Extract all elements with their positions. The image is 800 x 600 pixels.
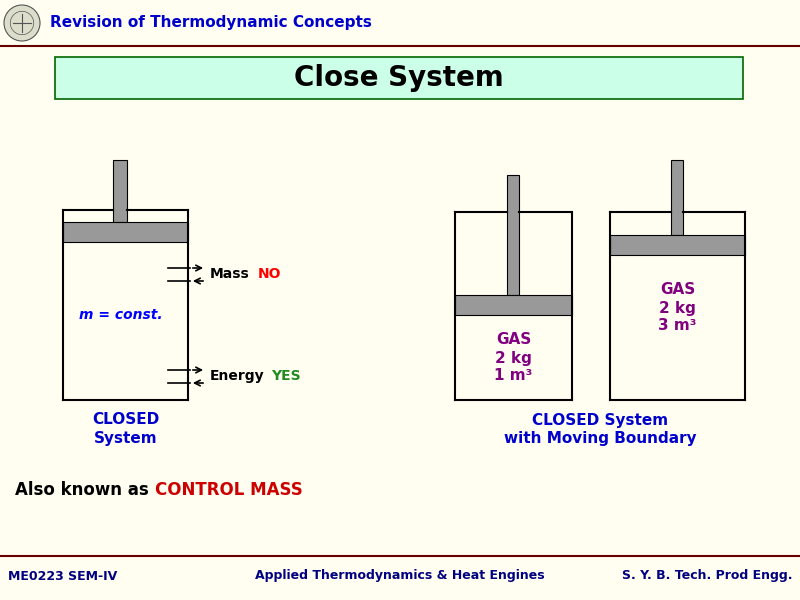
Text: ME0223 SEM-IV: ME0223 SEM-IV [8,569,118,583]
Text: Mass: Mass [210,267,250,281]
Bar [671,160,683,235]
Text: 3 m³: 3 m³ [658,319,697,334]
Text: GAS: GAS [496,332,531,347]
Bar [63,222,188,242]
Bar [455,295,572,315]
Bar [55,57,743,99]
Bar [610,235,745,255]
Text: CONTROL MASS: CONTROL MASS [155,481,302,499]
Text: Applied Thermodynamics & Heat Engines: Applied Thermodynamics & Heat Engines [255,569,545,583]
Text: 2 kg: 2 kg [659,301,696,316]
Text: 1 m³: 1 m³ [494,368,533,383]
Text: Energy: Energy [210,369,265,383]
Text: m = const.: m = const. [78,308,162,322]
Text: Close System: Close System [294,64,504,92]
Bar [507,175,519,295]
Text: with Moving Boundary: with Moving Boundary [504,431,696,445]
Text: GAS: GAS [660,283,695,298]
Text: CLOSED System: CLOSED System [532,413,668,427]
Circle shape [4,5,40,41]
Text: CLOSED: CLOSED [92,413,159,427]
Text: System: System [94,431,158,445]
Text: 2 kg: 2 kg [495,350,532,365]
Text: NO: NO [258,267,282,281]
Text: Also known as: Also known as [15,481,149,499]
Bar [113,160,127,222]
Text: S. Y. B. Tech. Prod Engg.: S. Y. B. Tech. Prod Engg. [622,569,792,583]
Text: YES: YES [271,369,301,383]
Text: Revision of Thermodynamic Concepts: Revision of Thermodynamic Concepts [50,16,372,31]
